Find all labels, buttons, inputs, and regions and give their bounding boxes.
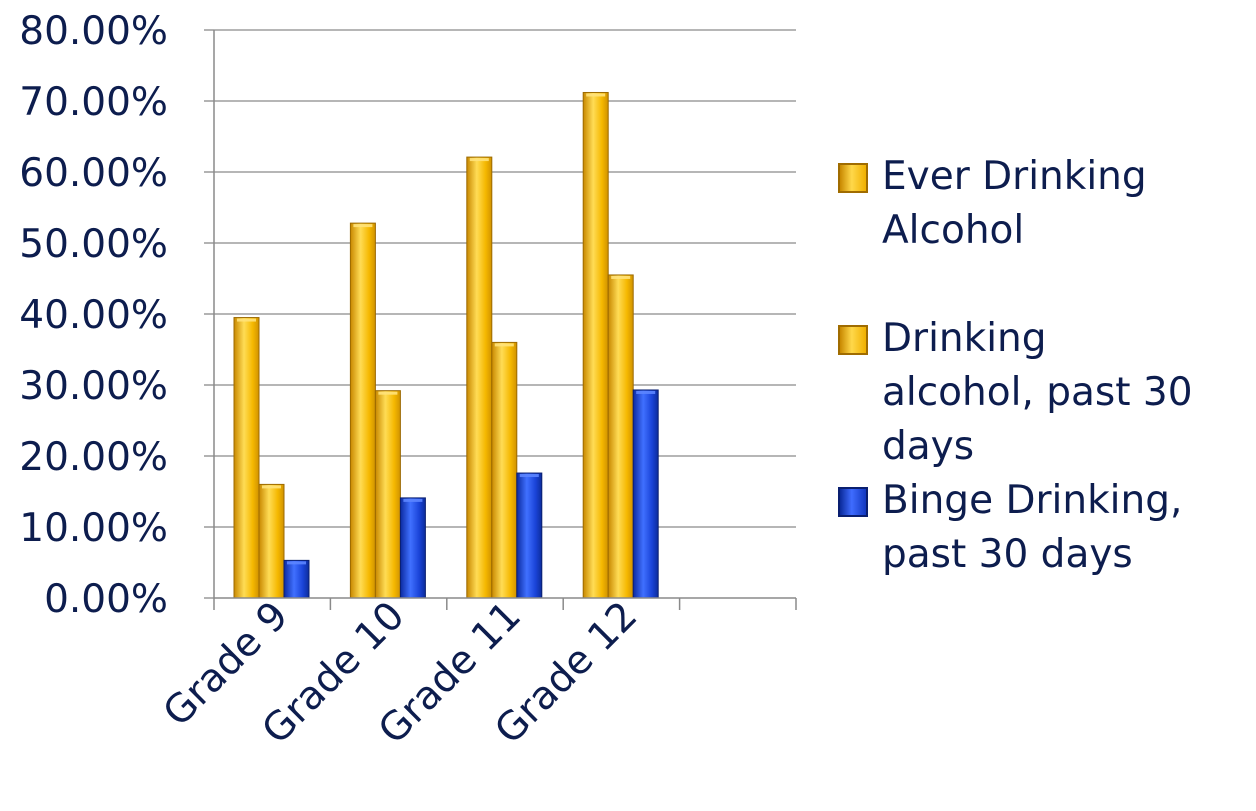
legend-label-line: Binge Drinking, — [882, 474, 1256, 528]
legend-item-binge-drinking: Binge Drinking, past 30 days — [838, 474, 1256, 582]
bar: Binge Drinking, past 30 days — Grade 12:… — [633, 390, 658, 598]
y-tick-label: 20.00% — [19, 435, 168, 480]
legend-label-line: past 30 days — [882, 528, 1256, 582]
bar-highlight — [586, 93, 605, 96]
bar-highlight — [353, 224, 372, 227]
bar: Binge Drinking, past 30 days — Grade 9: … — [284, 560, 309, 598]
y-tick-label: 40.00% — [19, 293, 168, 338]
bar: Ever Drinking Alcohol — Grade 12: 71.2% — [583, 92, 608, 598]
bar-highlight — [237, 319, 256, 322]
y-tick-label: 80.00% — [19, 9, 168, 54]
legend-item-ever-drinking: Ever Drinking Alcohol — [838, 150, 1256, 258]
bar-highlight — [495, 343, 514, 346]
legend-item-drinking-past-30: Drinking alcohol, past 30 days — [838, 312, 1256, 474]
bar-highlight — [520, 474, 539, 477]
bar: Ever Drinking Alcohol — Grade 10: 52.8% — [350, 223, 375, 598]
y-axis-ticks: 0.00% 10.00% 20.00% 30.00% 40.00% 50.00% 60.00… — [19, 9, 214, 622]
bar-highlight — [287, 561, 306, 564]
bars: Ever Drinking Alcohol — Grade 9: 39.5% Ev… — [234, 92, 658, 598]
bar-highlight — [403, 499, 422, 502]
y-tick-label: 70.00% — [19, 80, 168, 125]
legend-swatch-gold — [838, 325, 868, 355]
bar: Ever Drinking Alcohol — Grade 9: 39.5% — [234, 318, 259, 598]
legend-swatch-blue — [838, 487, 868, 517]
bar-highlight — [262, 485, 281, 488]
y-tick-label: 30.00% — [19, 364, 168, 409]
y-tick-label: 10.00% — [19, 506, 168, 551]
legend-label-line: Alcohol — [882, 204, 1256, 258]
bar-highlight — [378, 392, 397, 395]
bar: Drinking alcohol, past 30 days — Grade 1… — [492, 342, 517, 598]
legend-label-line: days — [882, 420, 1256, 474]
y-tick-label: 60.00% — [19, 151, 168, 196]
legend: Ever Drinking Alcohol Drinking alcohol, … — [838, 150, 1256, 582]
bar: Drinking alcohol, past 30 days — Grade 1… — [375, 391, 400, 598]
bar-highlight — [636, 391, 655, 394]
bar-highlight — [470, 158, 489, 161]
y-tick-label: 0.00% — [44, 577, 168, 622]
bar: Drinking alcohol, past 30 days — Grade 9… — [259, 484, 284, 598]
legend-label-line: alcohol, past 30 — [882, 366, 1256, 420]
legend-label-line: Drinking — [882, 312, 1256, 366]
legend-label-line: Ever Drinking — [882, 150, 1256, 204]
bar-highlight — [611, 276, 630, 279]
legend-swatch-gold — [838, 163, 868, 193]
bar: Binge Drinking, past 30 days — Grade 11:… — [517, 473, 542, 598]
bar: Binge Drinking, past 30 days — Grade 10:… — [400, 498, 425, 598]
bar: Drinking alcohol, past 30 days — Grade 1… — [608, 275, 633, 598]
bar: Ever Drinking Alcohol — Grade 11: 62.1% — [467, 157, 492, 598]
y-tick-label: 50.00% — [19, 222, 168, 267]
